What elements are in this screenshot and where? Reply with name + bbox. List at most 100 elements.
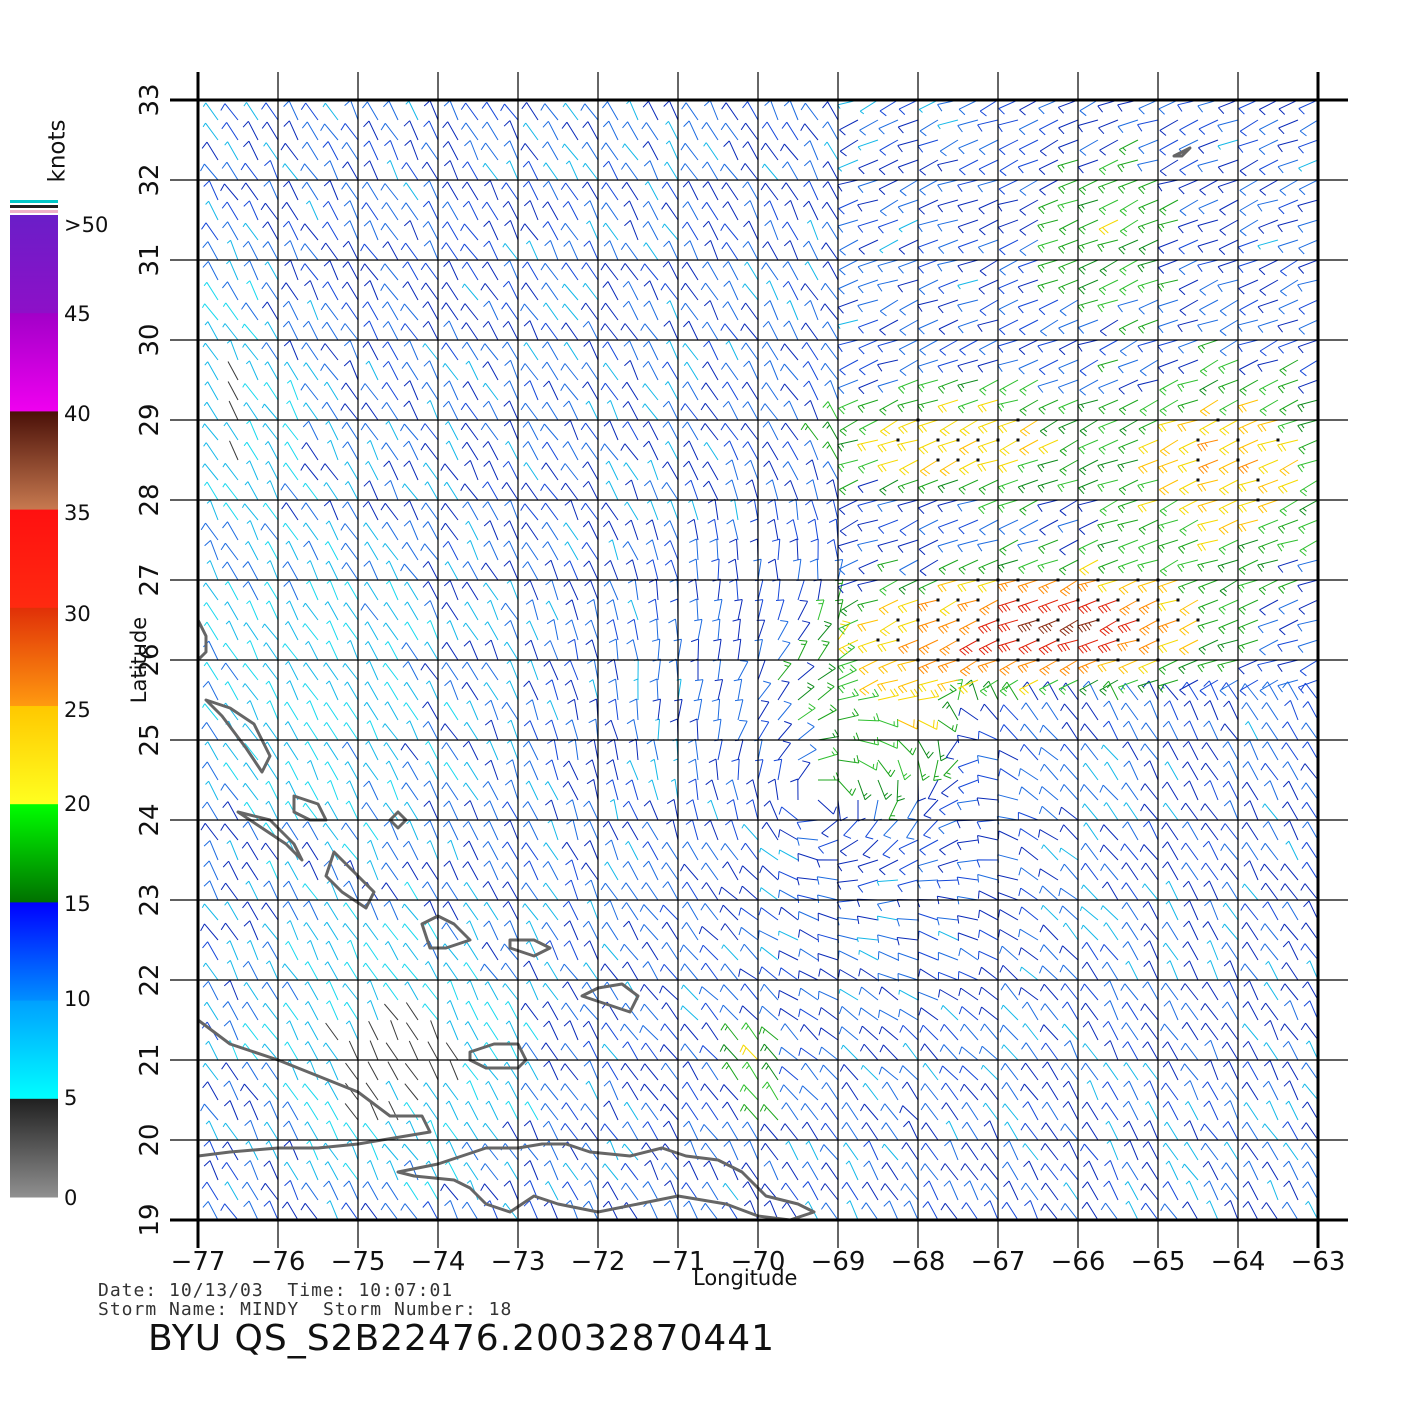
wind-barb bbox=[957, 539, 979, 553]
wind-barb bbox=[1077, 159, 1099, 174]
wind-barb bbox=[1117, 619, 1139, 634]
wind-barb bbox=[323, 63, 338, 80]
wind-barb bbox=[805, 459, 819, 481]
wind-barb bbox=[521, 63, 538, 80]
wind-barb bbox=[998, 299, 1019, 316]
wind-barb bbox=[1122, 941, 1139, 961]
wind-barb bbox=[545, 600, 559, 621]
rain-flag-marker bbox=[1056, 618, 1060, 622]
wind-barb bbox=[877, 559, 899, 572]
wind-barb bbox=[243, 762, 259, 781]
wind-barb bbox=[1220, 823, 1239, 841]
wind-barb bbox=[364, 541, 379, 561]
wind-barb bbox=[1237, 579, 1259, 593]
rain-flag-marker bbox=[936, 458, 940, 462]
wind-barb bbox=[524, 1061, 539, 1081]
wind-barb bbox=[977, 755, 999, 764]
wind-barb bbox=[203, 180, 219, 201]
wind-barb bbox=[980, 703, 999, 721]
acklins-coast bbox=[420, 914, 472, 950]
wind-barb bbox=[562, 781, 579, 801]
wind-barb bbox=[837, 664, 857, 681]
wind-barb bbox=[603, 240, 619, 261]
x-tick-label: −73 bbox=[491, 1247, 546, 1277]
wind-barb bbox=[1219, 299, 1239, 317]
wind-barb bbox=[202, 102, 219, 121]
wind-barb bbox=[302, 320, 319, 341]
wind-barb bbox=[759, 983, 779, 1001]
wind-barb bbox=[622, 821, 639, 841]
wind-barb bbox=[325, 940, 339, 961]
wind-barb bbox=[1097, 179, 1119, 194]
wind-barb bbox=[1222, 780, 1239, 801]
wind-barb bbox=[620, 1062, 639, 1081]
wind-barb bbox=[520, 143, 539, 161]
wind-barb bbox=[1178, 539, 1199, 554]
wind-barb bbox=[1257, 199, 1279, 212]
wind-barb bbox=[222, 860, 239, 881]
wind-barb bbox=[957, 579, 979, 593]
wind-barb bbox=[480, 283, 499, 301]
wind-barb bbox=[369, 1100, 379, 1121]
wind-barb bbox=[402, 861, 419, 881]
wind-barb bbox=[1058, 339, 1079, 356]
wind-barb bbox=[1277, 559, 1299, 573]
wind-barb bbox=[1163, 700, 1179, 721]
rain-flag-marker bbox=[1016, 438, 1020, 442]
wind-barb bbox=[797, 100, 798, 101]
wind-barb bbox=[542, 902, 559, 921]
wind-barb bbox=[1097, 639, 1119, 654]
y-tick-label: 26 bbox=[135, 643, 165, 676]
wind-barb bbox=[1237, 639, 1259, 654]
wind-barb bbox=[341, 843, 359, 861]
wind-barb bbox=[546, 618, 559, 641]
wind-barb bbox=[640, 1042, 659, 1061]
wind-barb bbox=[820, 362, 839, 381]
wind-barb bbox=[524, 1101, 539, 1121]
wind-barb bbox=[760, 1142, 779, 1161]
rain-flag-marker bbox=[1196, 618, 1200, 622]
wind-barb bbox=[732, 618, 741, 641]
wind-barb bbox=[917, 599, 939, 612]
wind-barb bbox=[978, 139, 999, 156]
wind-barb bbox=[198, 139, 199, 140]
wind-barb bbox=[283, 742, 299, 761]
wind-barb bbox=[1264, 1020, 1279, 1041]
wind-barb bbox=[381, 442, 399, 461]
wind-barb bbox=[816, 859, 839, 868]
wind-barb bbox=[1299, 119, 1318, 137]
wind-barb bbox=[304, 981, 319, 1001]
wind-barb bbox=[837, 459, 859, 473]
wind-barb bbox=[198, 639, 199, 640]
wind-barb bbox=[441, 742, 459, 761]
wind-barb bbox=[1080, 743, 1099, 761]
wind-barb bbox=[620, 162, 639, 181]
wind-barb bbox=[284, 1180, 299, 1201]
wind-barb bbox=[640, 323, 659, 341]
colorbar-band-20-25 bbox=[10, 706, 58, 805]
storm-number-value: 18 bbox=[488, 1299, 513, 1320]
wind-barb bbox=[657, 100, 658, 101]
wind-barb bbox=[698, 986, 719, 1001]
wind-barb bbox=[404, 581, 419, 601]
wind-barb bbox=[879, 579, 899, 596]
wind-barb bbox=[742, 141, 759, 161]
wind-barb bbox=[237, 100, 238, 101]
wind-barb bbox=[898, 339, 919, 356]
wind-barb bbox=[958, 439, 979, 456]
wind-barb bbox=[1282, 801, 1299, 821]
wind-barb bbox=[803, 140, 819, 161]
wind-barb bbox=[1018, 339, 1039, 355]
wind-barb bbox=[584, 879, 599, 901]
wind-barb bbox=[758, 907, 779, 921]
wind-barb bbox=[266, 480, 279, 501]
wind-barb bbox=[977, 579, 999, 593]
wind-barb bbox=[324, 761, 339, 781]
wind-barb bbox=[721, 1062, 739, 1081]
wind-barb bbox=[1220, 1182, 1239, 1201]
wind-barb bbox=[700, 282, 719, 301]
wind-barb bbox=[203, 621, 219, 641]
wind-barb bbox=[721, 1101, 739, 1121]
wind-barb bbox=[340, 323, 359, 341]
wind-barb bbox=[1298, 519, 1318, 535]
